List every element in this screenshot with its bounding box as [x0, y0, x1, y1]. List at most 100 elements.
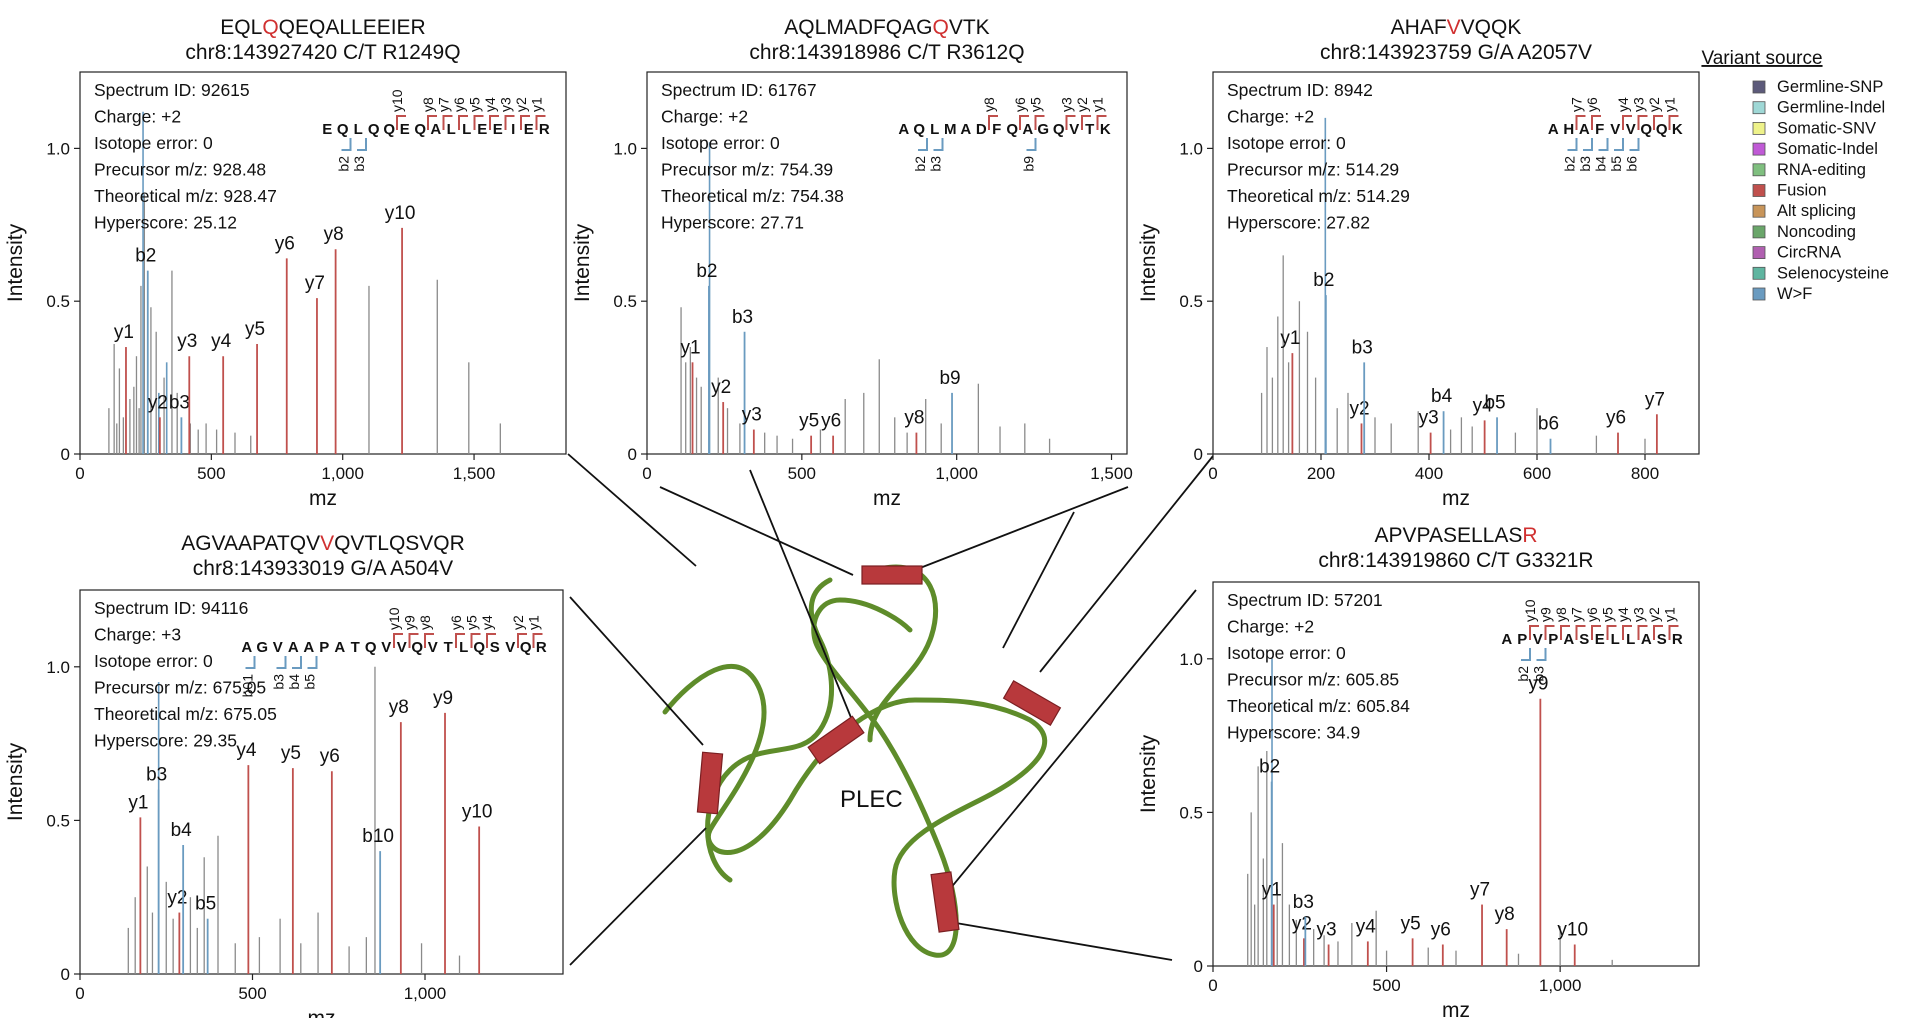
seq-letter: K [1100, 121, 1111, 138]
seq-letter: T [351, 639, 360, 656]
peptide-suffix: VQQK [1461, 16, 1522, 39]
seq-letter: T [1085, 121, 1094, 138]
peak-label-y4: y4 [211, 331, 232, 352]
seq-letter: P [1548, 631, 1558, 648]
peptide-prefix: AHAF [1391, 16, 1447, 39]
b-ion-label: b2 [1515, 666, 1531, 682]
seq-letter: A [960, 121, 971, 138]
connector-line [567, 453, 697, 567]
peak-label-b5: b5 [195, 894, 216, 915]
y-ion-label: y1 [529, 97, 545, 112]
y-ion-bracket [1637, 625, 1648, 640]
y-tick-label: 0 [1194, 445, 1203, 464]
x-tick-label: 0 [1208, 464, 1217, 483]
y-ion-bracket [1591, 625, 1601, 640]
y-tick-label: 1.0 [46, 658, 70, 677]
info-line: Precursor m/z: 928.48 [94, 160, 266, 180]
peptide-suffix: QEQALLEEIER [279, 16, 426, 39]
y-ion-bracket [1622, 625, 1632, 640]
info-line: Charge: +3 [94, 625, 181, 645]
peptide-mutation: V [1447, 16, 1461, 39]
variant-box [696, 751, 724, 815]
seq-letter: P [1517, 631, 1527, 648]
peptide-mutation: V [320, 532, 334, 555]
peptide-title: EQLQQEQALLEEIER [220, 16, 425, 39]
b-ion-label: b5 [1608, 156, 1624, 172]
peak-label-b3: b3 [1293, 892, 1314, 913]
legend-label: Fusion [1777, 182, 1827, 200]
y-ion-label: y9 [402, 615, 418, 630]
seq-letter: G [1037, 121, 1049, 138]
x-tick-label: 1,000 [321, 464, 364, 483]
y-ion-label: y5 [1028, 97, 1044, 112]
y-tick-label: 1.0 [46, 139, 70, 158]
seq-letter: Q [1656, 121, 1668, 138]
y-axis-label: Intensity [4, 742, 27, 821]
seq-letter: A [241, 639, 252, 656]
y-tick-label: 1.0 [613, 139, 637, 158]
peak-label-y2: y2 [148, 392, 168, 413]
x-axis-label: mz [309, 487, 337, 510]
legend-label: Noncoding [1777, 223, 1856, 241]
info-line: Precursor m/z: 605.85 [1227, 670, 1399, 690]
peak-label-b3: b3 [1352, 337, 1373, 358]
legend-swatch [1752, 246, 1766, 260]
y-ion-label: y10 [1522, 599, 1538, 622]
peak-label-y5: y5 [245, 319, 265, 340]
y-ion-label: y3 [1631, 607, 1647, 622]
seq-letter: V [505, 639, 515, 656]
peptide-prefix: AQLMADFQAG [784, 16, 932, 39]
plec-strand [662, 597, 1048, 958]
seq-letter: L [462, 121, 471, 138]
y-tick-label: 0 [1194, 957, 1203, 976]
y-ion-label: y2 [1646, 97, 1662, 112]
y-ion-label: y10 [389, 89, 405, 112]
seq-letter: A [430, 121, 441, 138]
peak-label-b2: b2 [135, 246, 156, 267]
legend-swatch [1752, 80, 1766, 94]
seq-letter: V [381, 639, 391, 656]
info-line: Spectrum ID: 92615 [94, 80, 250, 100]
peak-label-y6: y6 [320, 746, 340, 767]
b-ion-label: b2 [912, 156, 928, 172]
seq-letter: Q [520, 639, 532, 656]
y-ion-label: y5 [464, 615, 480, 630]
info-line: Precursor m/z: 514.29 [1227, 160, 1399, 180]
seq-letter: F [1595, 121, 1604, 138]
peak-label-y5: y5 [281, 743, 301, 764]
seq-letter: V [273, 639, 283, 656]
y-ion-bracket [427, 115, 437, 130]
seq-letter: V [1626, 121, 1636, 138]
connector-line [569, 596, 704, 746]
plec-strand-3 [867, 564, 939, 743]
peak-label-y8: y8 [904, 408, 924, 429]
peak-label-y2: y2 [167, 888, 187, 909]
b-ion-label: b4 [1593, 156, 1609, 172]
info-line: Isotope error: 0 [1227, 133, 1346, 153]
y-ion-label: y4 [479, 615, 495, 630]
peak-label-b2: b2 [1313, 270, 1334, 291]
seq-letter: L [1611, 631, 1620, 648]
seq-letter: R [1672, 631, 1683, 648]
connector-line [659, 486, 854, 576]
peak-label-y10: y10 [385, 203, 416, 224]
x-tick-label: 500 [788, 464, 816, 483]
info-line: Spectrum ID: 57201 [1227, 590, 1383, 610]
y-ion-bracket [1668, 115, 1679, 130]
y-ion-label: y1 [1662, 97, 1678, 112]
seq-letter: Q [1640, 121, 1652, 138]
info-line: Precursor m/z: 754.39 [661, 160, 833, 180]
seq-letter: A [1563, 631, 1574, 648]
y-tick-label: 1.0 [1179, 650, 1203, 669]
y-ion-label: y7 [1569, 97, 1585, 112]
seq-letter: Q [473, 639, 485, 656]
info-line: Isotope error: 0 [661, 133, 780, 153]
b-ion-label: b9 [1021, 156, 1037, 172]
plot-frame [646, 71, 1128, 455]
seq-letter: V [1610, 121, 1620, 138]
seq-letter: Q [383, 121, 395, 138]
b-ion-bracket [1567, 138, 1578, 151]
